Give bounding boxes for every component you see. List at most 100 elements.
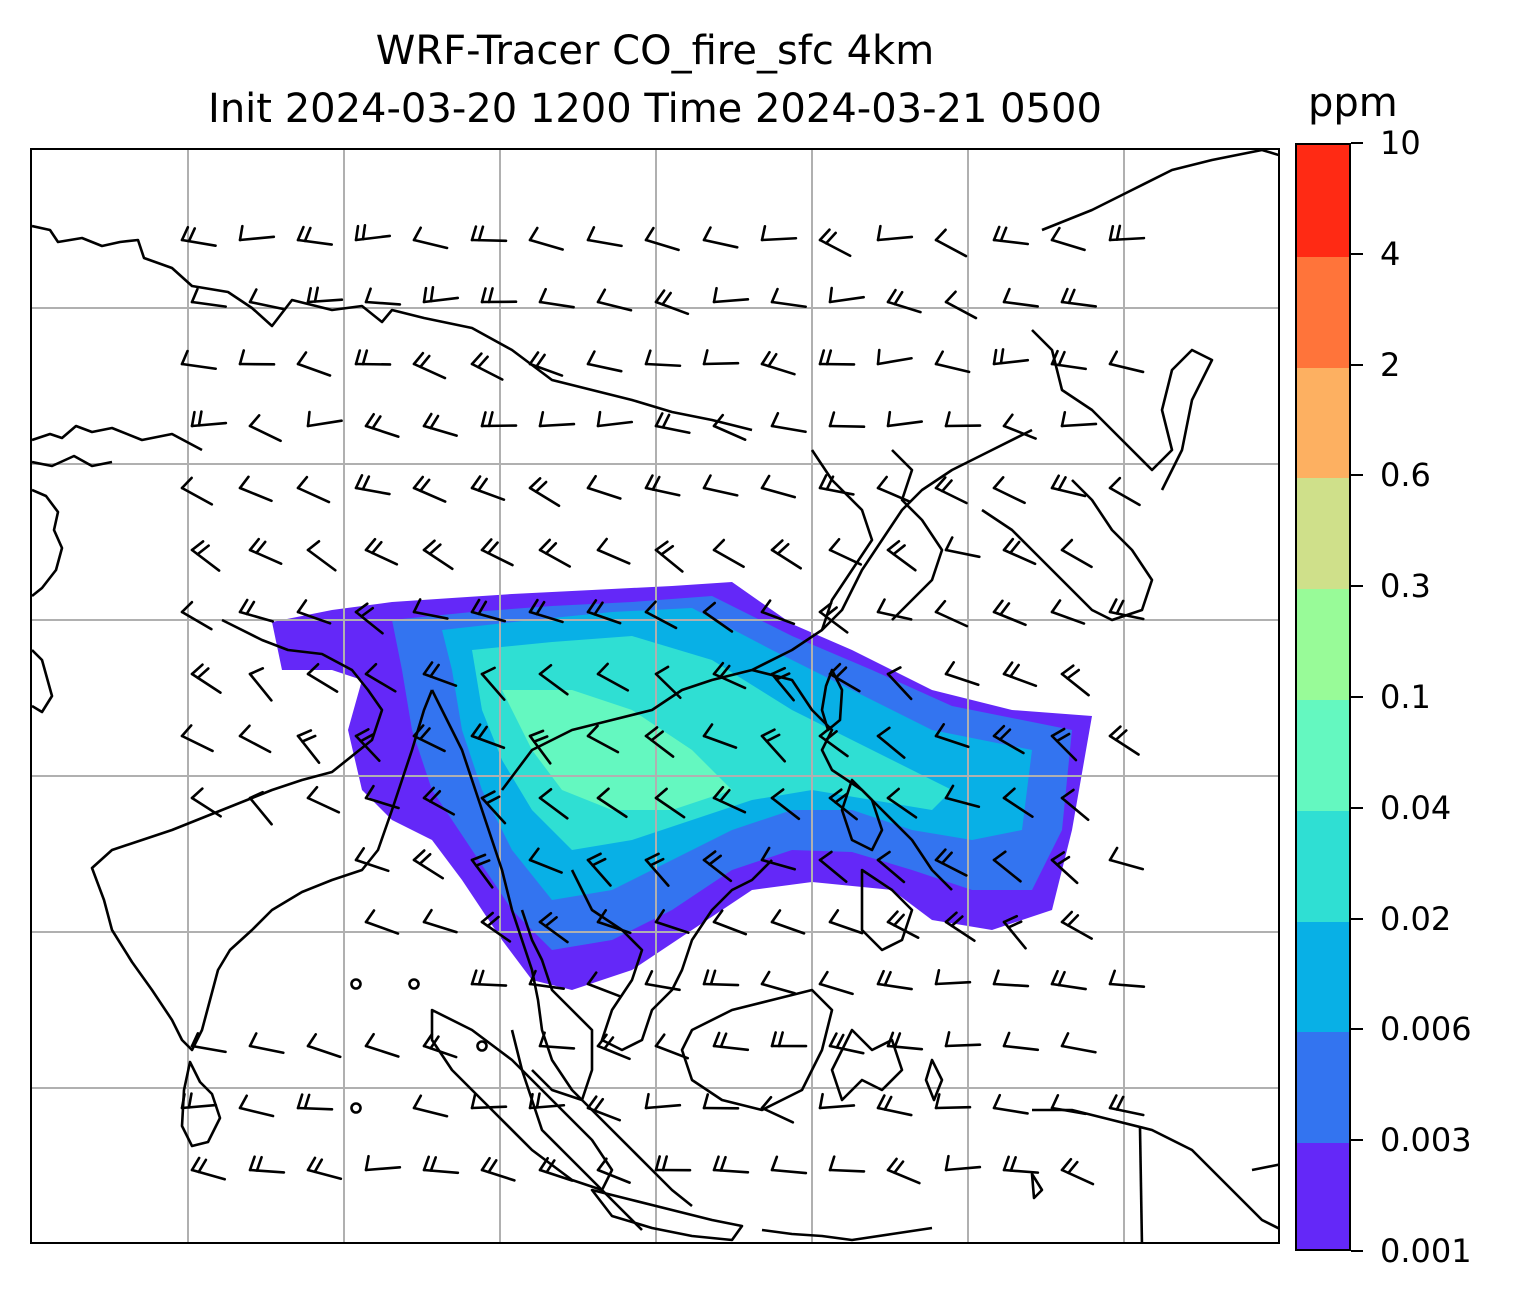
wind-barb: [480, 538, 514, 567]
wind-barb: [644, 726, 675, 758]
wind-barb: [944, 1154, 982, 1172]
wind-barb: [586, 599, 622, 625]
wind-barb: [238, 1094, 275, 1118]
wind-barb: [760, 1095, 795, 1124]
wind-barb: [1050, 727, 1078, 762]
wind-barb: [248, 790, 273, 826]
wind-barb: [702, 723, 738, 749]
coastline: [90, 618, 434, 1052]
wind-barb: [586, 226, 623, 248]
wind-barb: [992, 1093, 1029, 1115]
coastline: [860, 868, 914, 952]
coastline: [680, 988, 834, 1112]
wind-barb: [702, 1093, 740, 1110]
wind-barb: [306, 663, 339, 693]
wind-barb: [654, 665, 682, 700]
colorbar-tick-label: 0.3: [1380, 567, 1431, 606]
wind-barb: [470, 598, 507, 623]
wind-barb: [654, 412, 691, 435]
wind-barb: [238, 724, 272, 754]
wind-barb: [934, 723, 970, 749]
wind-barb: [702, 601, 734, 633]
wind-barb: [596, 1157, 631, 1184]
wind-barb: [306, 785, 341, 814]
wind-barb: [364, 909, 400, 935]
wind-barb: [876, 726, 906, 759]
wind-barb: [992, 599, 1027, 627]
plot-title-line2: Init 2024-03-20 1200 Time 2024-03-21 050…: [208, 86, 1102, 132]
wind-barb: [934, 848, 968, 877]
colorbar-tick-mark: [1351, 1028, 1363, 1031]
wind-barb: [992, 969, 1030, 988]
colorbar-tick-label: 0.006: [1380, 1010, 1472, 1049]
wind-barb: [364, 784, 400, 810]
wind-barb: [296, 475, 331, 504]
wind-barb: [180, 600, 213, 631]
coastline: [1030, 1172, 1044, 1200]
wind-barb: [644, 1092, 682, 1110]
wind-barb: [1002, 287, 1040, 308]
wind-barb: [422, 539, 454, 571]
wind-barb: [248, 288, 285, 311]
wind-barb: [886, 1157, 921, 1185]
coastline: [500, 428, 1033, 791]
coastline: [430, 689, 693, 1208]
wind-barb: [180, 349, 217, 371]
coastline: [430, 1008, 614, 1192]
wind-barb: [422, 786, 456, 816]
colorbar-segment: [1297, 366, 1349, 479]
wind-barb: [586, 971, 622, 998]
wind-barb: [828, 1032, 865, 1055]
coastline: [810, 449, 874, 631]
wind-barb: [596, 909, 632, 935]
wind-barb: [818, 349, 856, 366]
wind-barb: [712, 413, 747, 441]
coastline: [32, 424, 203, 452]
wind-barb: [712, 538, 745, 569]
wind-barb: [528, 729, 552, 765]
colorbar-tick-label: 10: [1380, 124, 1421, 162]
wind-barb: [770, 909, 806, 935]
wind-barb: [828, 662, 861, 693]
wind-barb: [644, 349, 682, 368]
lat-lon-gridlines: [32, 150, 1278, 1242]
coastline: [840, 778, 884, 852]
wind-barb: [412, 598, 449, 620]
colorbar: [1295, 143, 1351, 1251]
wind-barb: [818, 602, 849, 634]
wind-barb: [306, 410, 343, 428]
wind-barb: [528, 598, 564, 624]
wind-barb: [190, 410, 228, 428]
colorbar-tick-mark: [1351, 252, 1363, 255]
colorbar-tick-mark: [1351, 696, 1363, 698]
wind-barb: [296, 729, 321, 765]
wind-barb: [354, 349, 392, 366]
wind-barb: [528, 847, 563, 874]
colorbar-tick-label: 4: [1380, 234, 1401, 273]
wind-barb: [644, 852, 670, 887]
wind-barb: [470, 853, 494, 889]
wind-barb: [180, 225, 217, 247]
wind-barb: [828, 411, 866, 429]
wind-barb: [354, 847, 390, 873]
wind-barb: [770, 788, 801, 821]
colorbar-tick-mark: [1351, 1139, 1363, 1142]
wind-barb: [760, 728, 787, 763]
wind-barb: [238, 475, 273, 503]
wind-barb: [1108, 598, 1145, 621]
colorbar-tick-mark: [1351, 1250, 1363, 1252]
wind-barb: [934, 1093, 972, 1110]
wind-barb: [296, 1093, 334, 1111]
wind-barb: [1108, 224, 1146, 242]
wind-barb: [654, 1033, 690, 1060]
colorbar-tick-mark: [1351, 806, 1363, 809]
wind-barb: [470, 969, 508, 987]
wind-barb: [528, 1092, 566, 1110]
wind-barb: [470, 475, 506, 502]
colorbar-tick-label: 0.04: [1380, 788, 1452, 827]
coastline: [520, 909, 594, 1102]
wind-barb: [1050, 474, 1087, 498]
wind-barb: [992, 225, 1030, 246]
wind-barb: [828, 286, 865, 304]
wind-barb: [190, 663, 222, 694]
